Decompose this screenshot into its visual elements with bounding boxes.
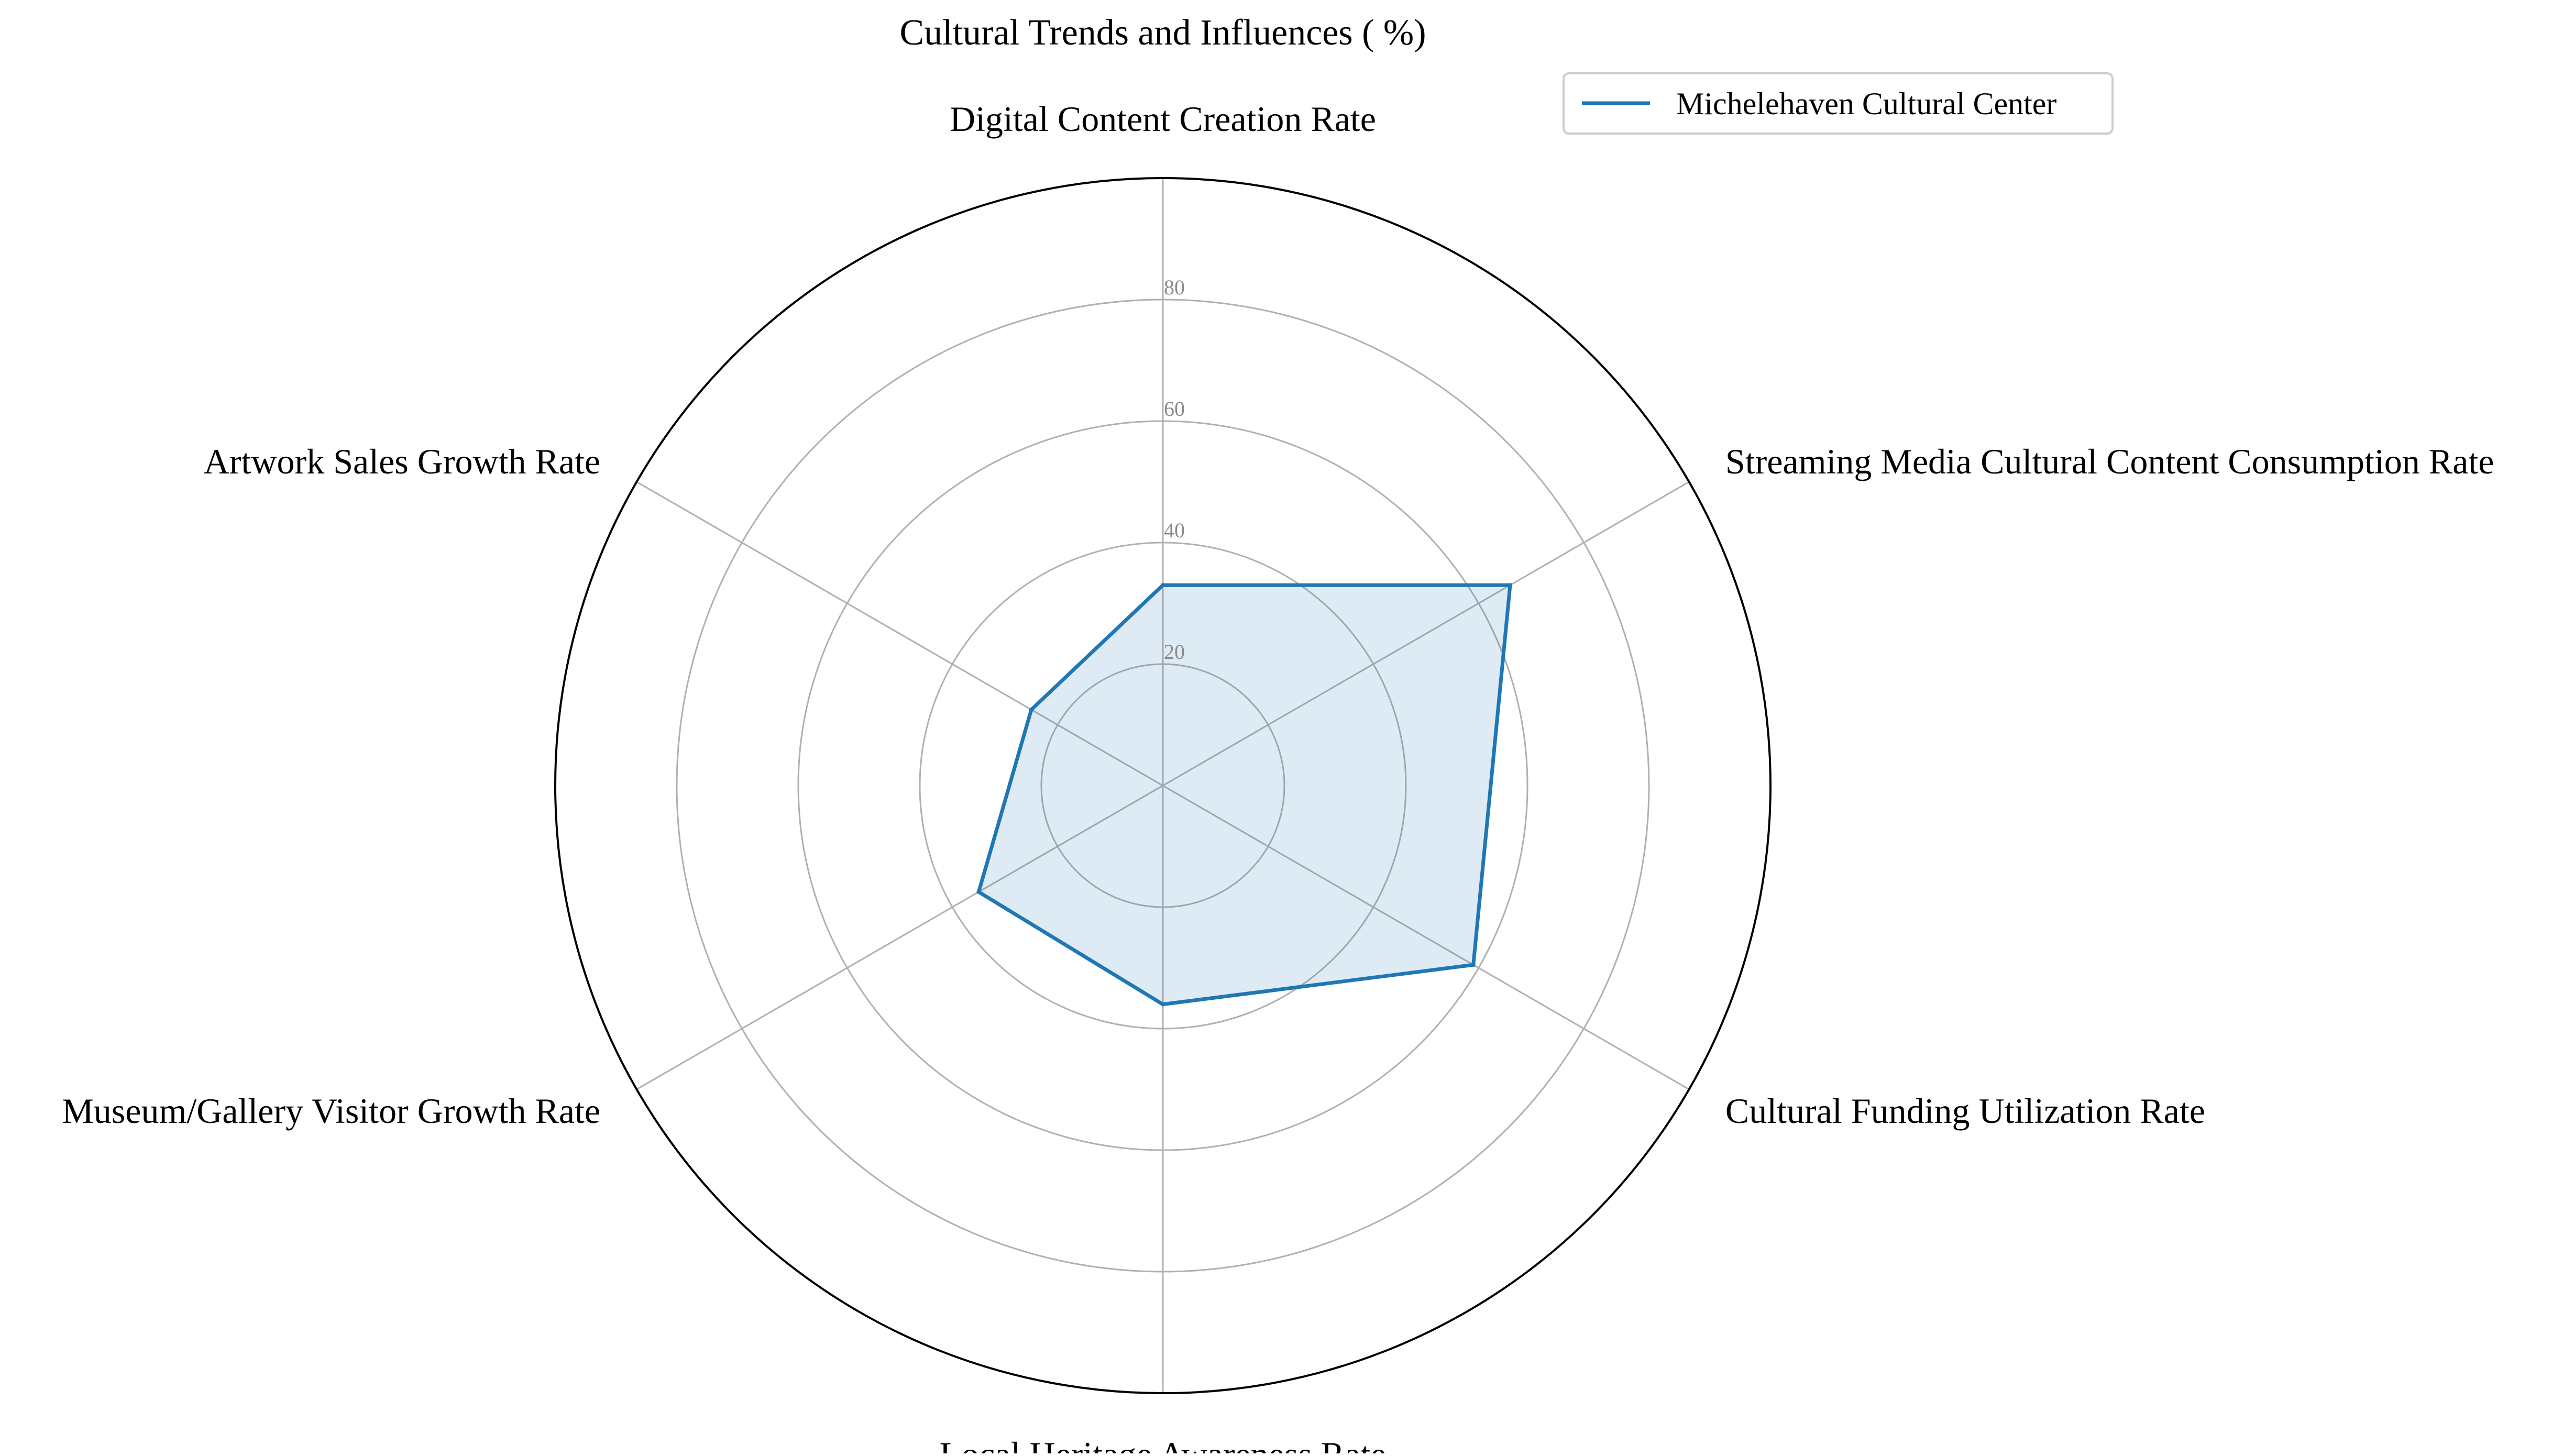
data-point xyxy=(1029,708,1033,712)
spoke-line xyxy=(1162,785,1690,1090)
grid-circle xyxy=(1040,663,1285,908)
data-point xyxy=(1161,1002,1165,1007)
series-area xyxy=(978,585,1510,1005)
r-tick-label: 40 xyxy=(1164,519,1185,542)
r-tick-label: 80 xyxy=(1164,275,1185,299)
legend-label: Michelehaven Cultural Center xyxy=(1676,86,2056,121)
data-point xyxy=(976,890,981,894)
category-label: Streaming Media Cultural Content Consump… xyxy=(1725,442,2494,481)
r-tick-label: 60 xyxy=(1164,397,1185,421)
grid-layer xyxy=(554,177,1772,1394)
category-label: Museum/Gallery Visitor Growth Rate xyxy=(62,1091,600,1131)
legend: Michelehaven Cultural Center xyxy=(1563,72,2114,135)
data-point xyxy=(1471,963,1476,967)
category-label: Artwork Sales Growth Rate xyxy=(204,442,600,481)
spoke-line xyxy=(636,481,1163,787)
spoke-line xyxy=(1162,481,1690,787)
data-point xyxy=(1161,583,1165,588)
r-tick-label: 20 xyxy=(1164,640,1185,664)
legend-frame xyxy=(1563,72,2114,135)
chart-title: Cultural Trends and Influences ( %) xyxy=(899,13,1426,53)
grid-circle xyxy=(797,420,1528,1151)
label-layer: 20 40 60 80 Digital Content Creation Rate Str… xyxy=(62,99,2494,1456)
series-layer xyxy=(976,583,1513,1007)
spoke-line xyxy=(636,785,1163,1090)
outer-frame xyxy=(554,177,1772,1394)
data-point xyxy=(1508,583,1513,588)
category-label: Cultural Funding Utilization Rate xyxy=(1725,1091,2205,1131)
category-label: Local Heritage Awareness Rate xyxy=(940,1435,1387,1453)
grid-circle xyxy=(676,299,1650,1273)
grid-circle xyxy=(919,542,1407,1030)
category-label: Digital Content Creation Rate xyxy=(950,99,1376,139)
